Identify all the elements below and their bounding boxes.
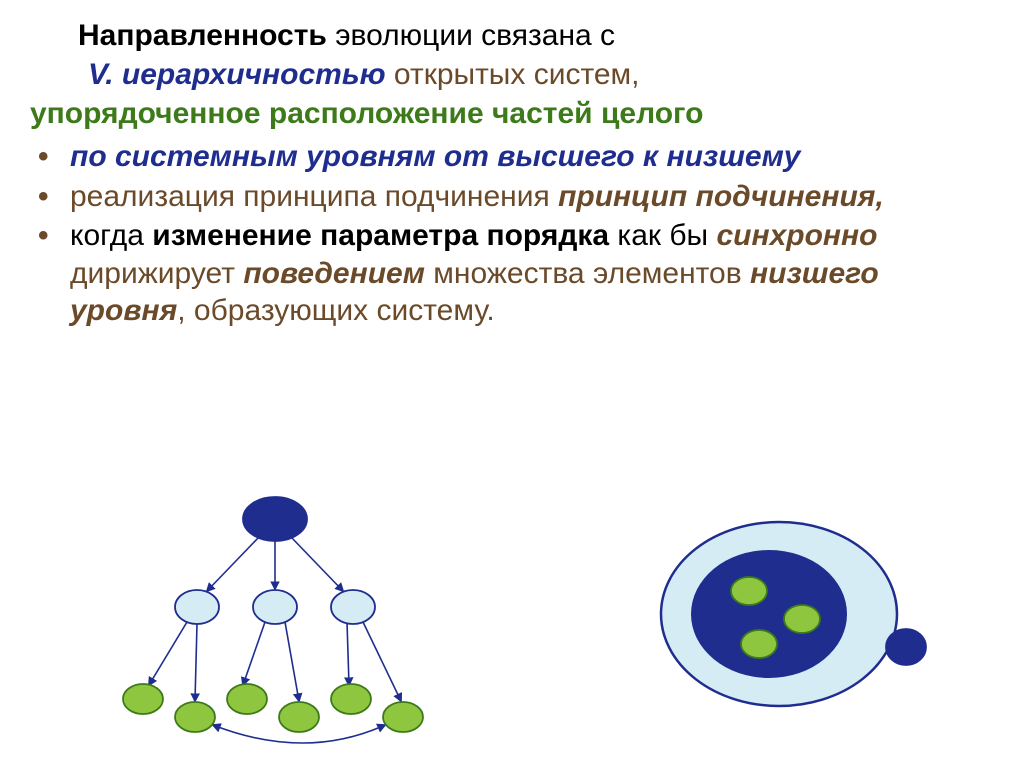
- bullet-item: по системным уровням от высшего к низшем…: [30, 138, 994, 176]
- bullet-item: реализация принципа подчинения принцип п…: [30, 178, 994, 216]
- bullet-text: изменение параметра порядка: [152, 219, 609, 252]
- hierarchy-tree-diagram: [115, 489, 435, 749]
- bullet-text: когда: [70, 219, 152, 252]
- heading-line-1: Направленность эволюции связана с: [78, 16, 994, 55]
- heading-line-3: упорядоченное расположение частей целого: [30, 94, 994, 133]
- bullet-text: , образующих систему.: [177, 294, 494, 327]
- heading-bold: Направленность: [78, 19, 327, 52]
- bullet-text: поведением: [243, 257, 425, 290]
- bullet-text: принцип подчинения,: [558, 180, 884, 213]
- heading-roman: V. иерархичностью: [88, 58, 386, 91]
- bullet-list: по системным уровням от высшего к низшем…: [30, 138, 994, 330]
- cell-diagram: [654, 509, 934, 719]
- slide-content: Направленность эволюции связана с V. иер…: [0, 0, 1024, 330]
- bullet-text: синхронно: [716, 219, 877, 252]
- bullet-text: множества элементов: [425, 257, 750, 290]
- bullet-text: по системным уровням от высшего к низшем…: [70, 140, 800, 173]
- bullet-text: реализация принципа подчинения: [70, 180, 558, 213]
- heading-line2-rest: открытых систем,: [386, 58, 640, 91]
- bullet-text: как бы: [609, 219, 716, 252]
- bullet-item: когда изменение параметра порядка как бы…: [30, 217, 994, 330]
- diagram-area: [0, 459, 1024, 749]
- heading-line-2: V. иерархичностью открытых систем,: [88, 55, 994, 94]
- bullet-text: дирижирует: [70, 257, 243, 290]
- heading-rest: эволюции связана с: [327, 19, 615, 52]
